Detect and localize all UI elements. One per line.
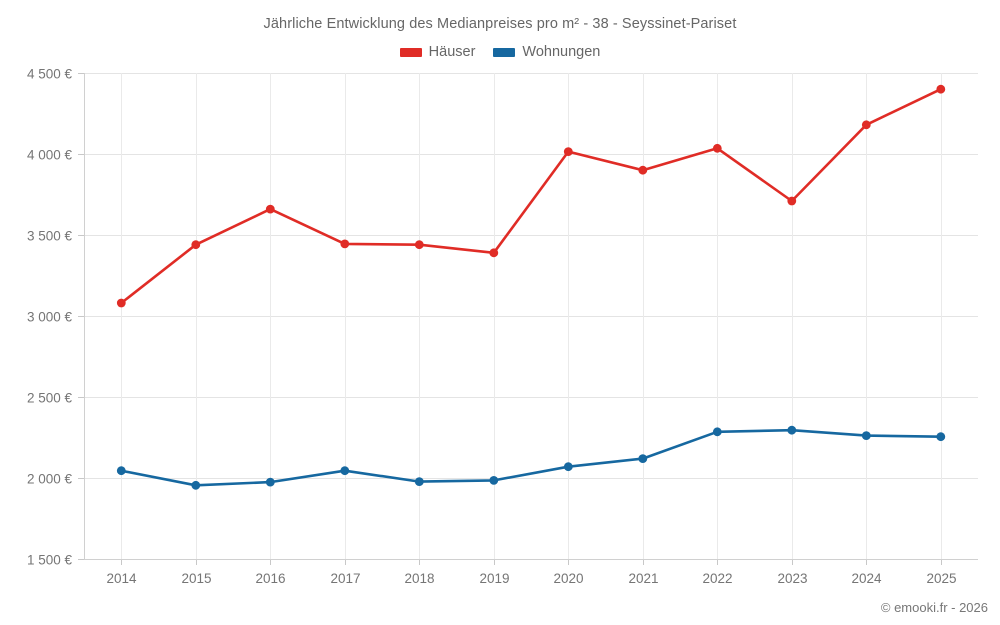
data-point[interactable] <box>712 143 722 153</box>
data-point[interactable] <box>787 425 797 435</box>
y-axis-tick-label: 1 500 € <box>27 553 73 568</box>
legend-item-wohnungen[interactable]: Wohnungen <box>493 44 600 60</box>
data-point[interactable] <box>191 480 201 490</box>
credit-text: © emooki.fr - 2026 <box>880 600 988 615</box>
data-point[interactable] <box>712 427 722 437</box>
legend-swatch-hauser <box>399 47 422 57</box>
legend-label-wohnungen: Wohnungen <box>522 44 601 60</box>
y-axis-tick-label: 4 500 € <box>27 67 73 82</box>
x-axis-tick-label: 2021 <box>628 571 658 586</box>
data-point[interactable] <box>265 204 275 214</box>
x-axis-tick-label: 2019 <box>479 571 509 586</box>
data-point[interactable] <box>265 477 275 487</box>
y-axis-tick-label: 2 000 € <box>27 472 73 487</box>
data-point[interactable] <box>340 239 350 249</box>
data-point[interactable] <box>414 240 424 250</box>
x-axis-tick-label: 2022 <box>702 571 732 586</box>
x-axis-tick-label: 2018 <box>404 571 434 586</box>
data-point[interactable] <box>116 298 126 308</box>
y-axis-tick-label: 4 000 € <box>27 148 73 163</box>
data-point[interactable] <box>936 432 946 442</box>
data-point[interactable] <box>936 84 946 94</box>
data-point[interactable] <box>414 477 424 486</box>
data-point[interactable] <box>638 454 648 463</box>
data-point[interactable] <box>340 466 350 476</box>
chart-legend: Häuser Wohnungen <box>0 44 1000 60</box>
data-point[interactable] <box>787 196 797 206</box>
x-axis-tick-label: 2014 <box>106 571 137 586</box>
data-point[interactable] <box>638 165 648 175</box>
x-axis-tick-label: 2015 <box>181 571 211 586</box>
legend-swatch-wohnungen <box>493 47 516 57</box>
data-point[interactable] <box>563 147 573 157</box>
data-point[interactable] <box>116 466 126 476</box>
y-axis-tick-label: 3 500 € <box>27 229 73 244</box>
x-axis-tick-label: 2025 <box>926 571 956 586</box>
x-axis-tick-label: 2017 <box>330 571 360 586</box>
series-line-wohnungen <box>120 428 943 487</box>
data-point[interactable] <box>489 476 499 485</box>
data-point[interactable] <box>191 240 201 250</box>
legend-item-hauser[interactable]: Häuser <box>399 44 476 60</box>
y-axis-tick-label: 2 500 € <box>27 391 73 406</box>
x-axis-tick-label: 2024 <box>851 571 882 586</box>
legend-label-hauser: Häuser <box>428 44 476 60</box>
data-point[interactable] <box>563 462 573 472</box>
x-axis-tick-label: 2016 <box>255 571 285 586</box>
data-point[interactable] <box>861 120 871 130</box>
y-axis-tick-label: 3 000 € <box>27 310 73 325</box>
data-point[interactable] <box>861 431 871 440</box>
x-axis-tick-label: 2023 <box>777 571 807 586</box>
data-point[interactable] <box>489 248 499 258</box>
x-axis-tick-label: 2020 <box>553 571 583 586</box>
series-line-häuser <box>120 87 943 305</box>
chart-title: Jährliche Entwicklung des Medianpreises … <box>263 16 737 32</box>
